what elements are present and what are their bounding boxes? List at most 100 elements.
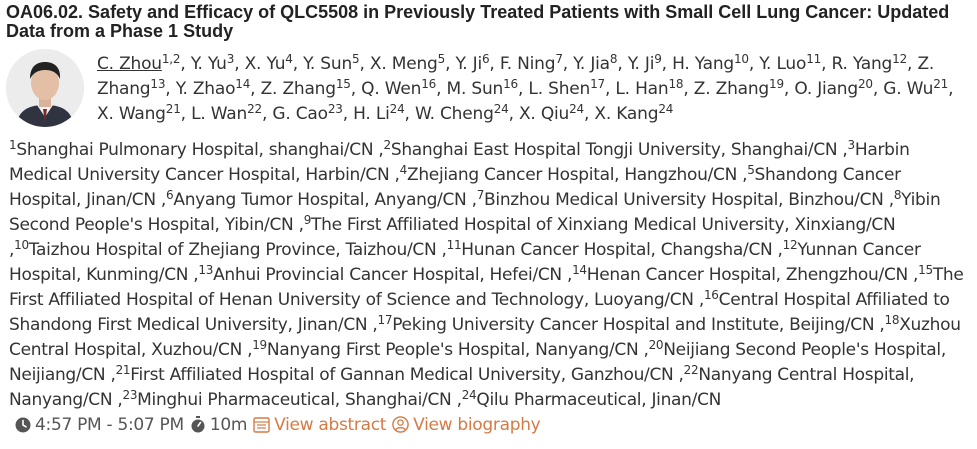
affiliation: 13Anhui Provincial Cancer Hospital, Hefe… [198, 264, 562, 285]
author-name: Y. Ji [627, 54, 655, 74]
author-name: L. Shen [528, 79, 591, 99]
clock-icon [15, 416, 31, 441]
author-affiliation-number: 7 [555, 52, 563, 66]
author-name: O. Jiang [794, 79, 858, 99]
author: G. Cao23 [272, 103, 343, 124]
author-affiliation-number: 21 [933, 77, 949, 91]
affiliation: 11Hunan Cancer Hospital, Changsha/CN [447, 239, 773, 260]
document-icon [253, 416, 270, 441]
author: X. Yu4 [245, 53, 293, 74]
affiliation-text: Minghui Pharmaceutical, Shanghai/CN [137, 390, 452, 410]
author: Y. Luo11 [759, 53, 821, 74]
author-affiliation-number: 3 [226, 52, 235, 66]
view-biography-link[interactable]: View biography [386, 415, 541, 435]
affiliation: 19Nanyang First People's Hospital, Nanya… [252, 339, 638, 360]
author-name: M. Sun [446, 79, 504, 99]
view-abstract-label: View abstract [274, 415, 387, 435]
author-name: R. Yang [831, 54, 893, 74]
author-name: H. Yang [672, 54, 734, 74]
affiliation-text: Yunnan Cancer Hospital, Kunming/CN [9, 240, 921, 285]
affiliation-text: Shanghai East Hospital Tongji University… [390, 140, 838, 160]
affiliation-text: Nanyang Central Hospital, Nanyang/CN [9, 365, 915, 410]
author-affiliation-number: 12 [892, 52, 908, 66]
author: Z. Zhang19 [694, 77, 784, 99]
affiliation-text: Neijiang Second People's Hospital, Neiji… [9, 340, 946, 385]
stopwatch-icon [190, 416, 206, 441]
author-name: H. Li [353, 104, 390, 124]
author: X. Meng5 [370, 53, 445, 74]
affiliation: 18Xuzhou Central Hospital, Xuzhou/CN [9, 314, 961, 360]
author: X. Wang21 [97, 103, 181, 124]
affiliation-number: 20 [648, 338, 664, 352]
affiliation: 8Yibin Second People's Hospital, Yibin/C… [9, 188, 941, 235]
author: L. Shen17 [528, 77, 605, 99]
author-name: L. Wan [191, 104, 248, 124]
affiliation-text: Yibin Second People's Hospital, Yibin/CN [9, 190, 941, 235]
author-name: X. Wang [97, 104, 166, 124]
author: Y. Yu3 [190, 52, 235, 74]
author-name: Z. Zhang [260, 79, 336, 99]
affiliation: 1Shanghai Pulmonary Hospital, shanghai/C… [9, 138, 374, 160]
author-name: W. Cheng [414, 104, 494, 124]
author-affiliation-number: 5 [352, 52, 360, 66]
view-abstract-link[interactable]: View abstract [247, 415, 386, 435]
author-name: Y. Jia [573, 54, 610, 74]
affiliation-text: Shanghai Pulmonary Hospital, shanghai/CN [16, 140, 374, 160]
author: C. Zhou1,2 [97, 53, 181, 74]
author-affiliation-number: 17 [590, 77, 605, 91]
affiliation-text: The First Affiliated Hospital of Xinxian… [311, 215, 896, 235]
affiliation-number: 5 [747, 163, 755, 177]
author-affiliation-number: 20 [857, 77, 873, 91]
affiliation-text: Peking University Cancer Hospital and In… [392, 315, 875, 335]
affiliation: 7Binzhou Medical University Hospital, Bi… [476, 188, 884, 210]
affiliation-number: 1 [9, 138, 17, 152]
author-affiliation-number: 14 [235, 77, 251, 91]
affiliation: 20Neijiang Second People's Hospital, Nei… [9, 338, 946, 385]
author-affiliation-number: 24 [389, 102, 405, 116]
author: X. Qiu24 [518, 102, 584, 124]
affiliation: 24Qilu Pharmaceutical, Jinan/CN [462, 389, 722, 410]
affiliation-number: 6 [166, 188, 174, 202]
affiliation-number: 8 [893, 188, 902, 202]
author-name: X. Qiu [518, 104, 570, 124]
author-name: Y. Zhao [175, 79, 236, 99]
affiliation: 3Harbin Medical University Cancer Hospit… [9, 139, 910, 185]
author: H. Li24 [353, 102, 405, 124]
author: O. Jiang20 [794, 77, 873, 99]
affiliation-number: 7 [476, 188, 485, 202]
author-affiliation-number: 24 [569, 102, 584, 116]
author-name: Z. Zhang [97, 54, 935, 99]
session-time: 4:57 PM - 5:07 PM [35, 415, 184, 435]
author-name: G. Wu [883, 79, 934, 99]
affiliation-number: 23 [122, 388, 138, 402]
affiliation-text: First Affiliated Hospital of Gannan Medi… [130, 365, 674, 385]
author-affiliation-number: 19 [769, 77, 784, 91]
author-affiliation-number: 10 [734, 52, 749, 66]
author: M. Sun16 [446, 78, 519, 99]
affiliation-number: 2 [383, 138, 392, 152]
author: Y. Zhao14 [175, 77, 251, 99]
author-name: Y. Yu [190, 54, 227, 74]
affiliation-number: 22 [683, 363, 699, 377]
affiliation-text: Zhejiang Cancer Hospital, Hangzhou/CN [406, 165, 737, 185]
affiliation: 14Henan Cancer Hospital, Zhengzhou/CN [572, 264, 908, 285]
affiliation-number: 4 [399, 163, 408, 177]
author-list: C. Zhou1,2, Y. Yu3, X. Yu4, Y. Sun5, X. … [97, 52, 954, 124]
author-affiliation-number: 9 [654, 52, 662, 66]
author: Y. Jia8 [573, 53, 617, 74]
speaker-portrait [6, 49, 84, 127]
affiliation: 2Shanghai East Hospital Tongji Universit… [383, 138, 838, 160]
author: Y. Sun5 [303, 52, 360, 74]
session-duration: 10m [209, 415, 248, 435]
author: X. Kang24 [594, 103, 673, 124]
author-name: F. Ning [499, 54, 556, 74]
author-name: G. Cao [272, 104, 328, 124]
author: R. Yang12 [831, 52, 908, 74]
affiliation-text: Hunan Cancer Hospital, Changsha/CN [461, 240, 773, 260]
author-affiliation-number: 22 [247, 102, 262, 116]
speaker-photo[interactable] [6, 49, 84, 127]
author-name: Y. Sun [303, 54, 353, 74]
author: F. Ning7 [499, 52, 563, 74]
affiliation-text: Central Hospital Affiliated to Shandong … [9, 290, 950, 335]
